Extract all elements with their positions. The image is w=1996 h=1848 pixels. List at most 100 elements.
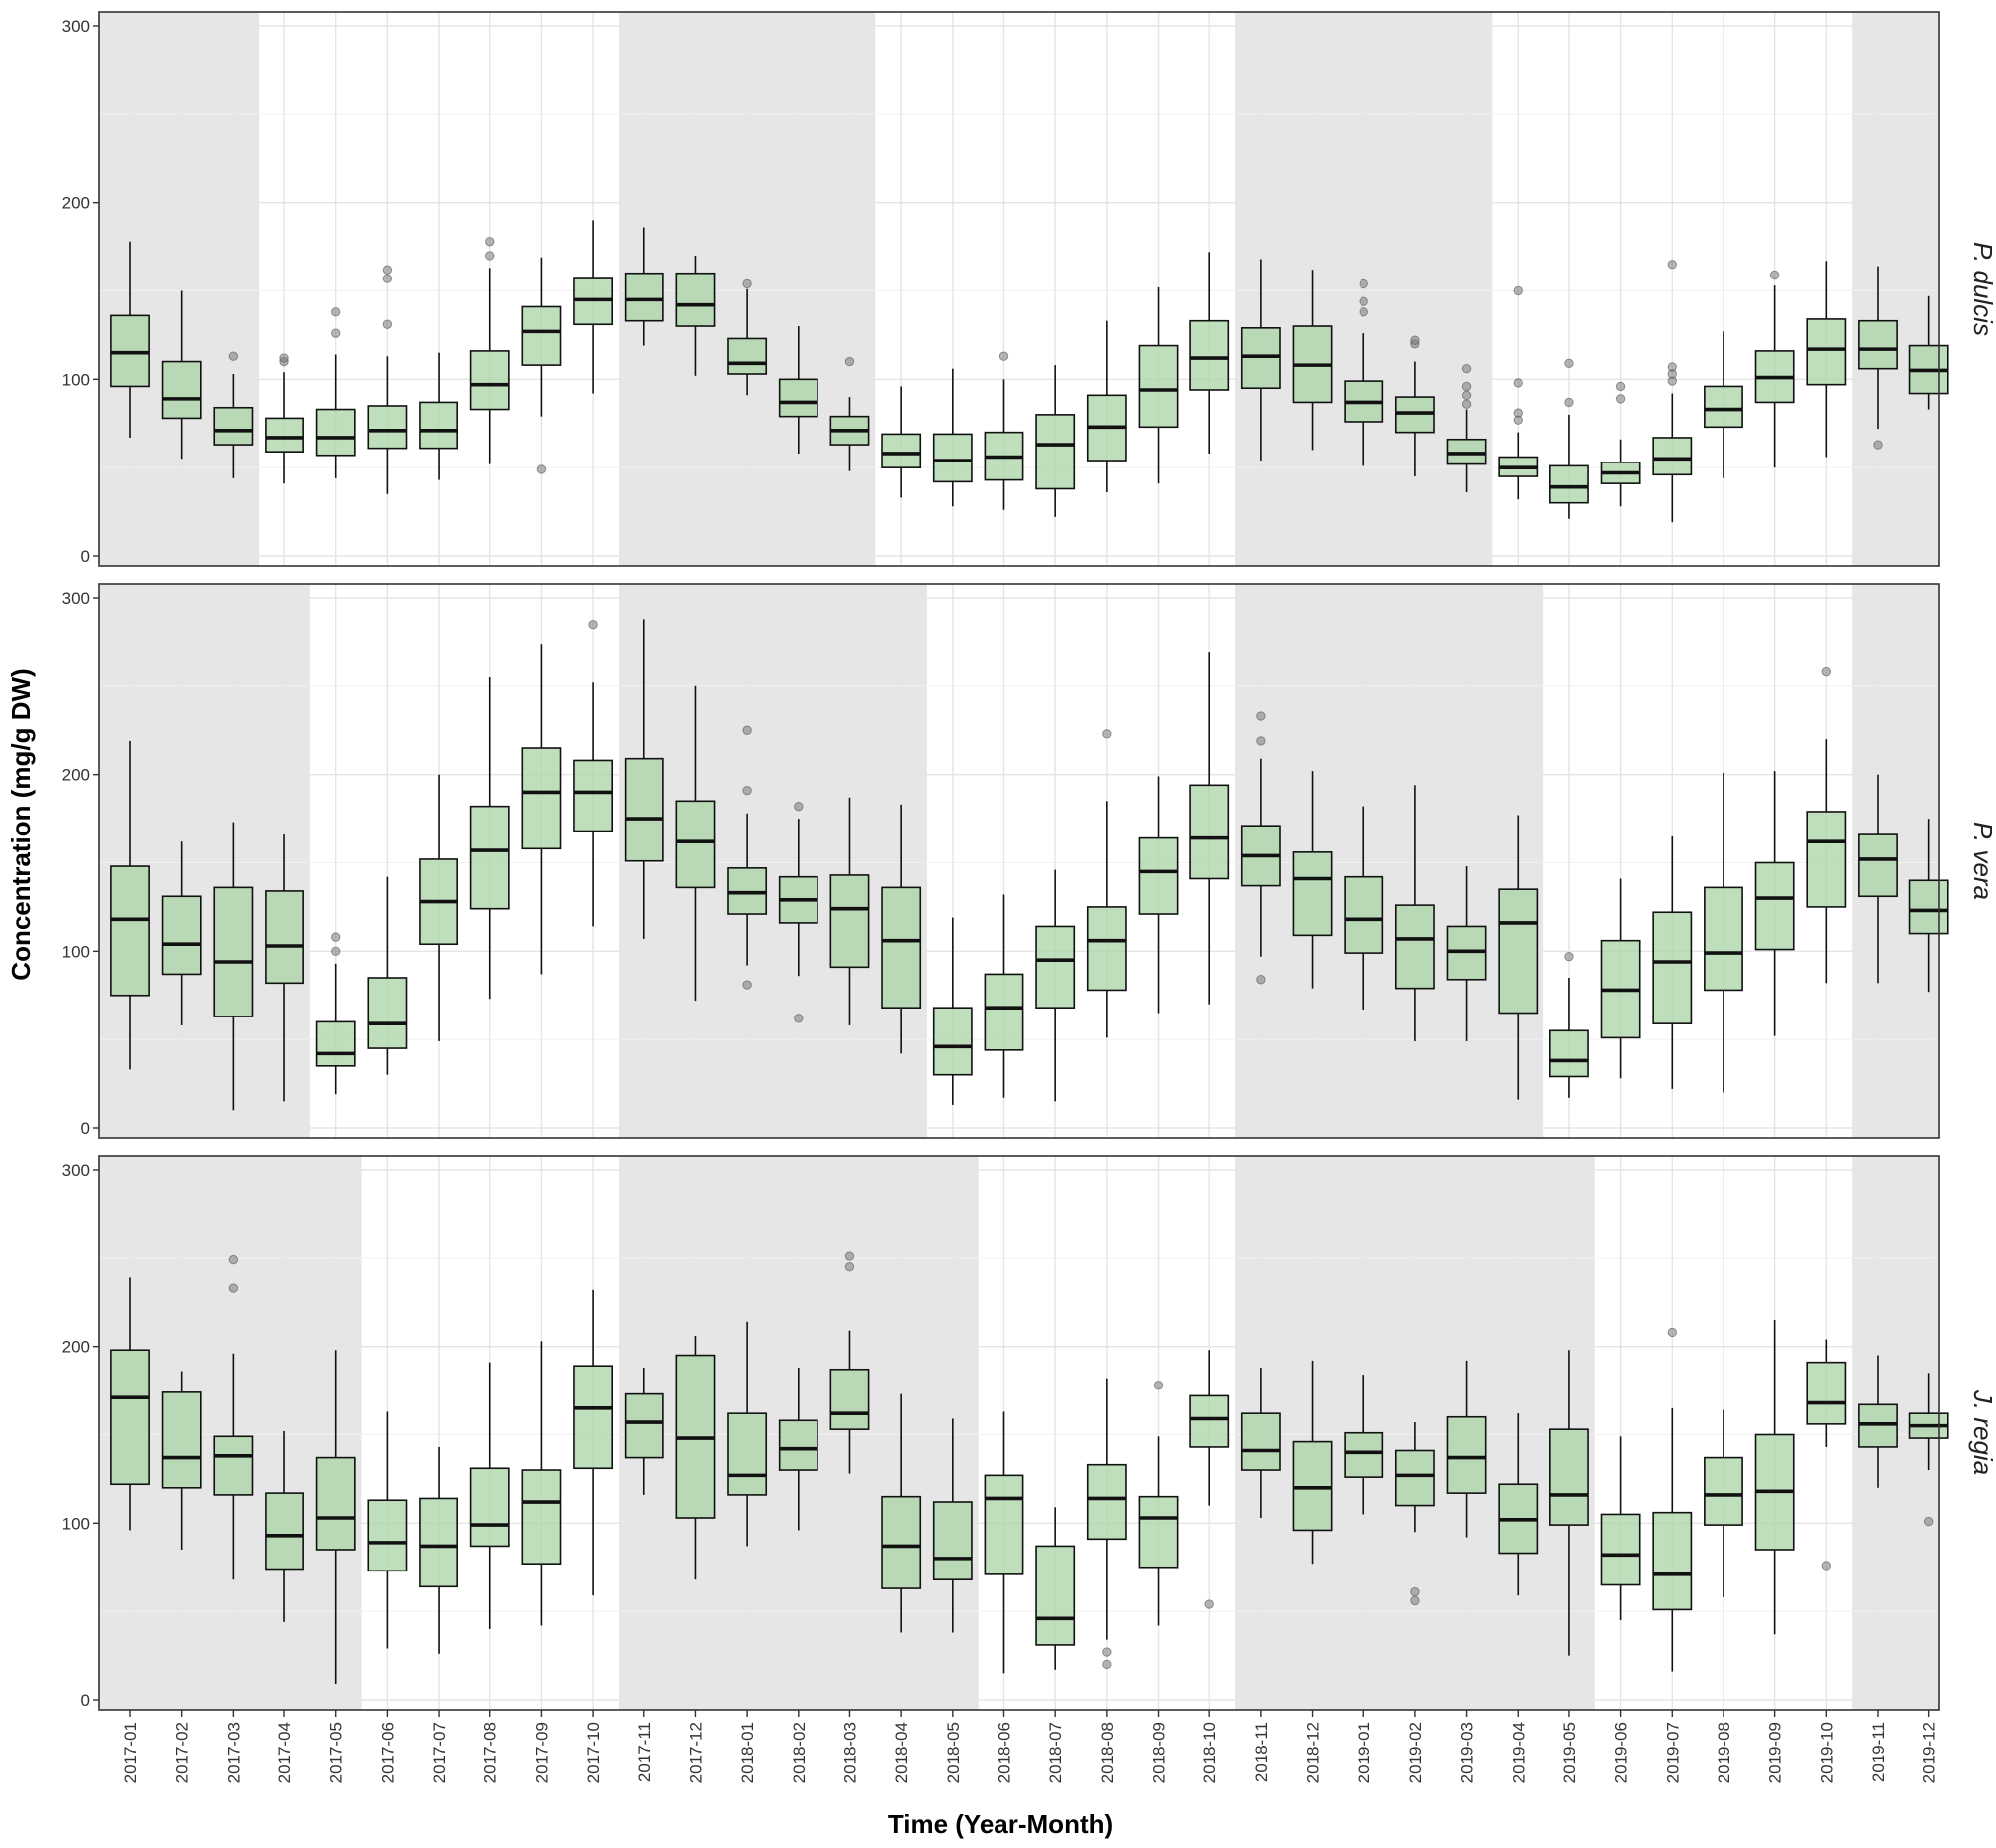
outlier-point xyxy=(1667,1327,1677,1338)
box-2017-11 xyxy=(624,619,664,939)
outlier-point xyxy=(1873,440,1883,450)
box-2018-07 xyxy=(1035,869,1076,1102)
box-2019-02 xyxy=(1394,1422,1435,1606)
box-iqr xyxy=(1035,925,1076,1009)
outlier-point xyxy=(1256,711,1266,721)
outlier-point xyxy=(331,307,341,317)
box-2019-10 xyxy=(1806,261,1847,458)
outlier-point xyxy=(1359,296,1368,306)
x-tick-label: 2017-06 xyxy=(378,1722,397,1783)
box-2019-09 xyxy=(1754,1320,1795,1635)
box-2017-12 xyxy=(675,685,716,1002)
outlier-point xyxy=(1513,408,1523,418)
box-2019-05 xyxy=(1549,951,1589,1098)
box-2018-12 xyxy=(1292,771,1333,989)
outlier-point xyxy=(1564,397,1574,408)
x-tick-label: 2019-09 xyxy=(1766,1722,1785,1783)
box-2019-11 xyxy=(1858,266,1898,450)
box-2017-04 xyxy=(265,834,304,1102)
box-2018-12 xyxy=(1292,270,1333,451)
x-tick-label: 2017-04 xyxy=(275,1722,294,1783)
outlier-point xyxy=(742,980,752,990)
outlier-point xyxy=(1359,307,1368,317)
box-iqr xyxy=(1704,1456,1743,1526)
box-iqr xyxy=(265,417,304,453)
box-2018-10 xyxy=(1189,1350,1230,1609)
box-iqr xyxy=(1549,1428,1589,1526)
box-2017-11 xyxy=(624,227,664,346)
y-tick-label: 0 xyxy=(81,1119,90,1138)
box-iqr xyxy=(624,757,664,862)
box-2019-09 xyxy=(1754,771,1795,1036)
box-iqr xyxy=(1549,464,1589,504)
box-2019-04 xyxy=(1498,1413,1539,1596)
y-tick-label: 100 xyxy=(62,1514,90,1533)
box-iqr xyxy=(881,1495,922,1589)
box-iqr xyxy=(778,1419,818,1471)
box-2018-09 xyxy=(1138,1381,1179,1626)
box-2018-11 xyxy=(1240,1367,1281,1519)
outlier-point xyxy=(588,619,598,630)
box-iqr xyxy=(367,405,408,450)
y-tick-label: 300 xyxy=(62,589,90,608)
box-2017-02 xyxy=(161,1371,202,1550)
box-2019-06 xyxy=(1600,1436,1641,1621)
box-2018-09 xyxy=(1138,776,1179,1014)
y-tick-label: 0 xyxy=(81,547,90,566)
box-iqr xyxy=(624,272,664,322)
box-2017-10 xyxy=(573,220,614,394)
outlier-point xyxy=(382,265,393,275)
box-2018-06 xyxy=(984,894,1024,1098)
box-2017-11 xyxy=(624,1367,664,1495)
box-2019-01 xyxy=(1344,278,1384,466)
season-shade-band xyxy=(1852,12,1939,566)
box-iqr xyxy=(675,272,716,327)
box-2018-08 xyxy=(1086,729,1127,1038)
x-tick-label: 2019-06 xyxy=(1612,1722,1631,1783)
box-iqr xyxy=(1754,861,1795,951)
box-2017-10 xyxy=(573,619,614,927)
box-2017-01 xyxy=(110,1277,150,1531)
box-2017-07 xyxy=(419,352,458,480)
panel-2: 0 100 200 300 J. regia xyxy=(62,1155,1996,1711)
box-iqr xyxy=(1652,1511,1693,1611)
box-2019-03 xyxy=(1446,866,1487,1041)
box-2018-05 xyxy=(932,1418,973,1633)
x-tick-label: 2018-05 xyxy=(944,1722,963,1783)
x-axis-title: Time (Year-Month) xyxy=(888,1809,1113,1839)
outlier-point xyxy=(1256,975,1266,985)
box-2019-11 xyxy=(1858,774,1898,984)
box-2019-07 xyxy=(1652,1327,1693,1672)
box-2017-03 xyxy=(213,1254,254,1580)
box-2019-09 xyxy=(1754,270,1795,468)
outlier-point xyxy=(1667,362,1677,372)
outlier-point xyxy=(382,274,393,283)
box-iqr xyxy=(1189,1394,1230,1448)
x-tick-label: 2018-06 xyxy=(995,1722,1013,1783)
y-tick-label: 0 xyxy=(81,1691,90,1710)
x-tick-label: 2019-05 xyxy=(1560,1722,1579,1783)
outlier-point xyxy=(1821,666,1832,677)
outlier-point xyxy=(331,932,341,942)
outlier-point xyxy=(742,278,752,289)
outlier-point xyxy=(1461,390,1472,401)
box-iqr xyxy=(675,800,716,889)
box-iqr xyxy=(161,360,202,420)
box-iqr xyxy=(727,1412,768,1496)
panel-border xyxy=(98,11,1940,567)
outlier-point xyxy=(1102,1659,1112,1670)
outlier-point xyxy=(998,351,1009,361)
x-tick-label: 2018-09 xyxy=(1150,1722,1169,1783)
box-iqr xyxy=(367,1499,408,1572)
outlier-point xyxy=(1615,394,1626,404)
box-2018-06 xyxy=(984,1411,1024,1674)
y-axis-title: Concentration (mg/g DW) xyxy=(6,668,36,980)
x-tick-label: 2017-03 xyxy=(224,1722,243,1783)
box-iqr xyxy=(110,1349,150,1486)
box-iqr xyxy=(1858,833,1898,898)
box-iqr xyxy=(1138,344,1179,429)
outlier-point xyxy=(331,946,341,957)
x-tick-label: 2019-01 xyxy=(1355,1722,1373,1783)
box-2017-04 xyxy=(265,353,304,484)
box-2017-07 xyxy=(419,1446,458,1654)
